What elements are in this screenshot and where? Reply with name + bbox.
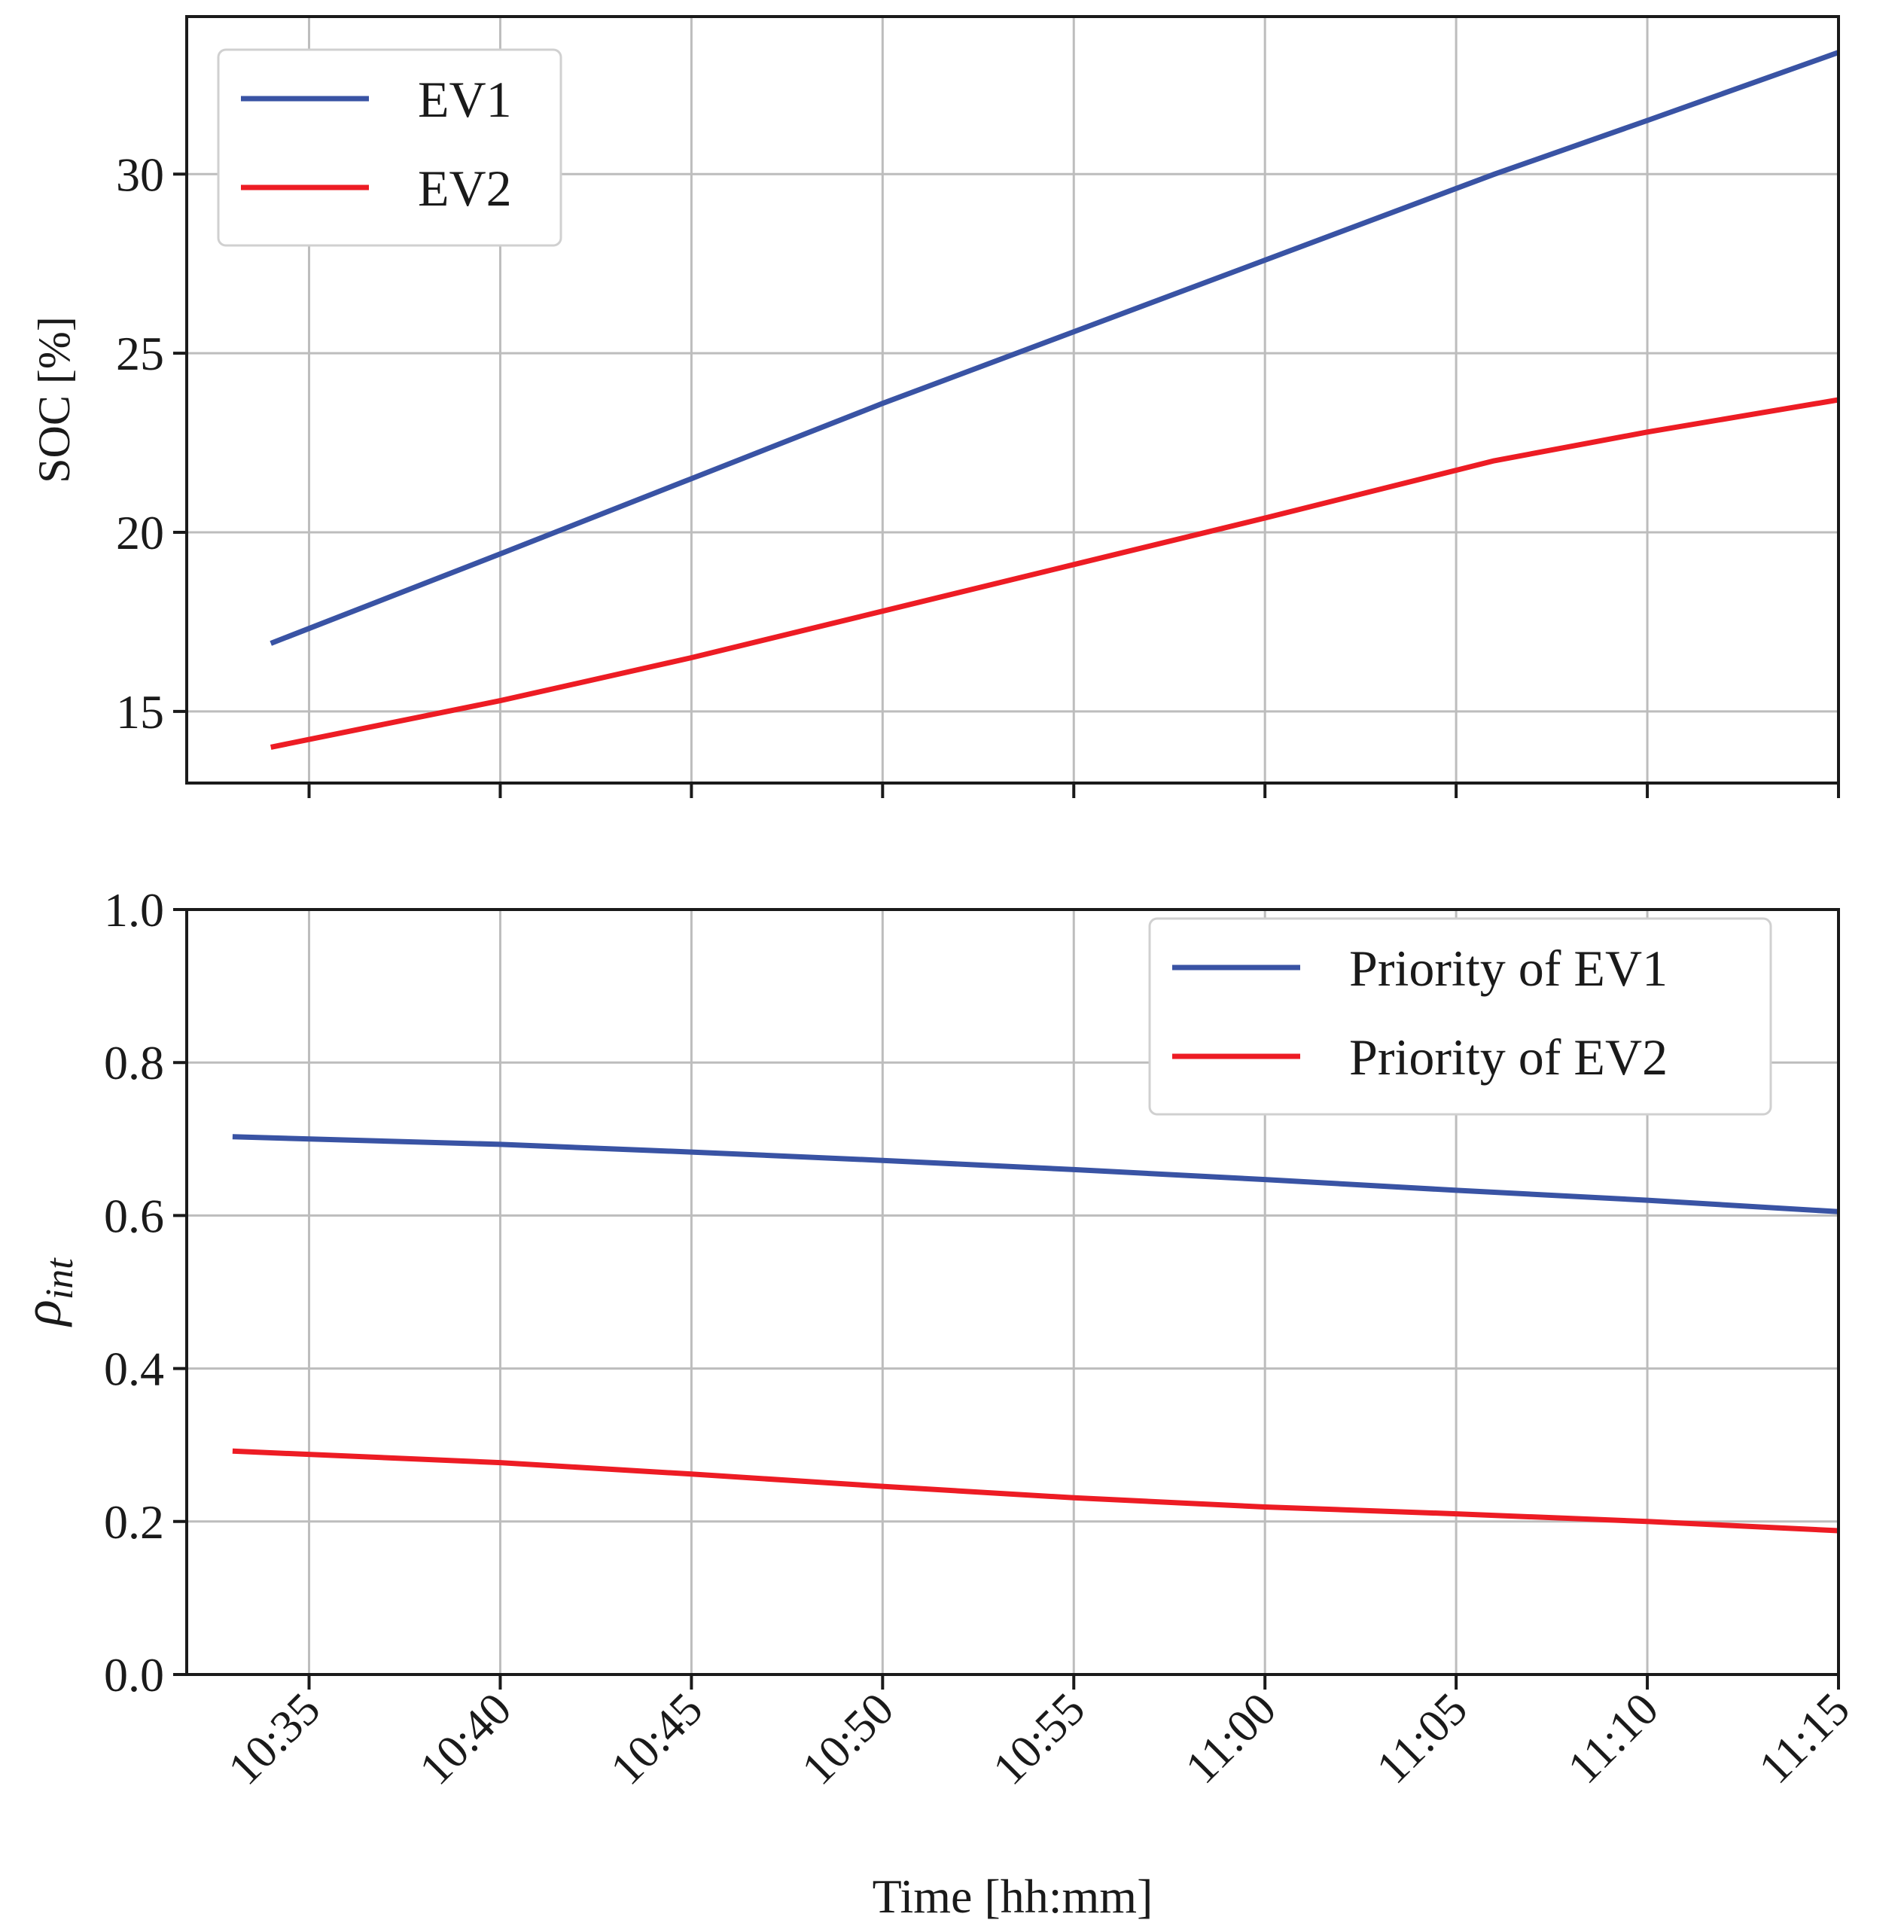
soc-y-axis-label: SOC [%] [29, 316, 79, 483]
legend-box [1148, 917, 1772, 1116]
series-line-ev1 [270, 50, 1840, 646]
soc-subplot: 15 20 25 30 SOC [%] EV1 EV2 [29, 15, 1840, 798]
priority-legend: Priority of EV1 Priority of EV2 [1148, 917, 1772, 1116]
y-tick-label: 25 [116, 327, 164, 380]
y-tick-label: 0.8 [104, 1036, 164, 1089]
soc-axes-frame [185, 15, 1840, 785]
y-tick-label: 0.0 [104, 1648, 164, 1702]
y-tick-label: 0.6 [104, 1189, 164, 1242]
legend-label: Priority of EV1 [1349, 940, 1668, 997]
priority-series [232, 1134, 1839, 1534]
soc-legend: EV1 EV2 [217, 48, 562, 247]
legend-label: Priority of EV2 [1349, 1028, 1668, 1086]
y-tick-label: 0.4 [104, 1342, 164, 1396]
y-tick-label: 1.0 [104, 883, 164, 937]
priority-y-axis-label: ρint [12, 1257, 81, 1327]
priority-axes-frame [185, 908, 1840, 1676]
legend-label: EV2 [418, 160, 512, 217]
y-tick-label: 30 [116, 148, 164, 201]
rho-symbol: ρ [12, 1300, 72, 1327]
legend-label: EV1 [418, 71, 512, 128]
time-x-axis-label: Time [hh:mm] [873, 1870, 1153, 1923]
series-line-ev2 [270, 397, 1839, 750]
y-tick-label: 20 [116, 506, 164, 559]
soc-series [270, 50, 1840, 750]
series-line-priority-of-ev1 [232, 1134, 1839, 1214]
rho-subscript: int [38, 1257, 81, 1300]
y-tick-label: 0.2 [104, 1495, 164, 1549]
series-line-priority-of-ev2 [232, 1448, 1839, 1534]
soc-ticks: 15 20 25 30 [116, 148, 1840, 798]
y-tick-label: 15 [116, 685, 164, 739]
